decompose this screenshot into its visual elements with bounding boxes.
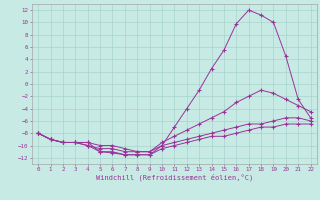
X-axis label: Windchill (Refroidissement éolien,°C): Windchill (Refroidissement éolien,°C): [96, 174, 253, 181]
